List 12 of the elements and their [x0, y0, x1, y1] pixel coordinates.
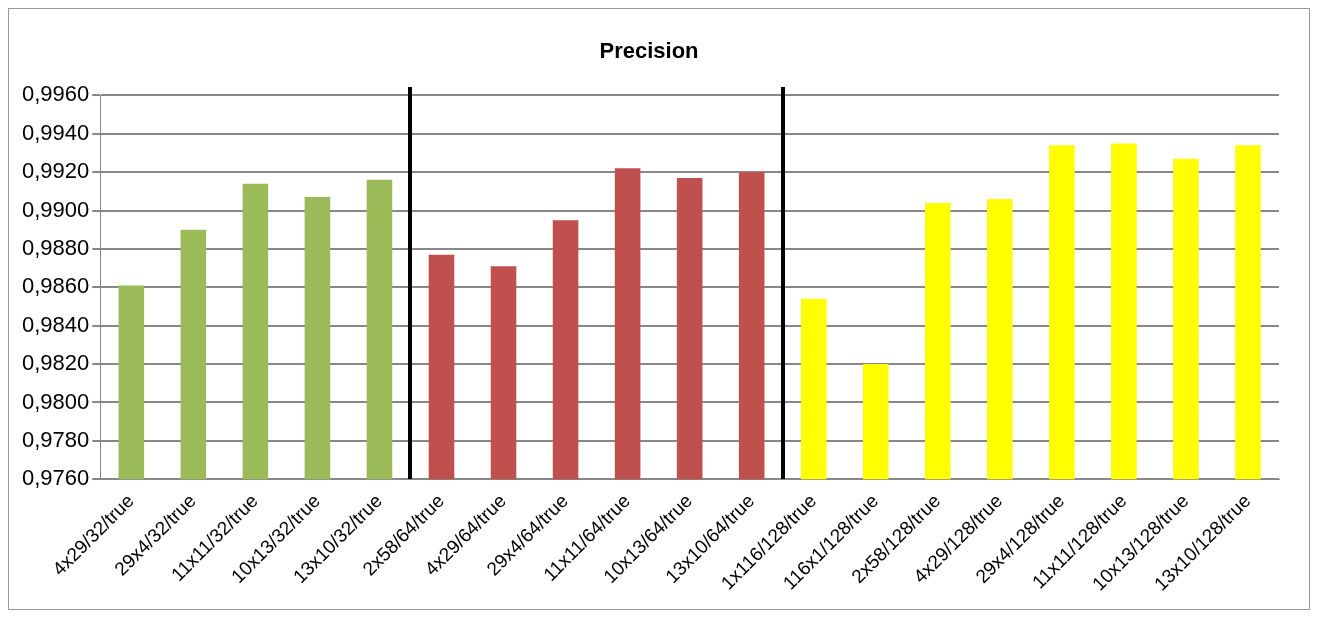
y-tick-label: 0,9800	[21, 388, 90, 414]
y-tick-label: 0,9960	[21, 81, 90, 107]
y-tick-label: 0,9920	[21, 158, 90, 184]
y-tick-label: 0,9780	[21, 426, 90, 452]
chart-title: Precision	[599, 38, 699, 64]
y-tick-label: 0,9880	[21, 235, 90, 260]
y-tick-label: 0,9900	[21, 196, 90, 222]
y-tick-label: 0,9940	[21, 119, 90, 145]
y-tick-label: 0,9820	[21, 350, 90, 376]
y-tick-label: 0,9840	[21, 311, 90, 337]
y-tick-label: 0,9760	[21, 465, 90, 491]
y-tick-label: 0,9860	[21, 273, 90, 299]
